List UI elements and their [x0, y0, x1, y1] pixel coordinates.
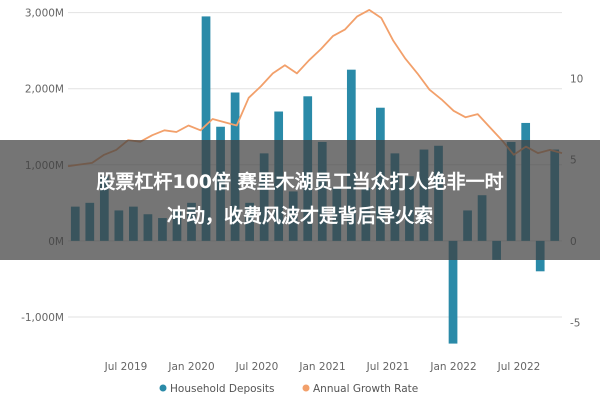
bar	[448, 240, 458, 344]
banner-line-2: 冲动，收费风波才是背后导火索	[167, 204, 433, 227]
banner-line-1: 股票杠杆100倍 赛里木湖员工当众打人绝非一时	[96, 170, 503, 193]
x-tick-label: Jul 2021	[366, 361, 410, 373]
right-tick-label: -5	[570, 317, 580, 329]
left-tick-label: 3,000M	[25, 8, 64, 20]
legend-label-growth: Annual Growth Rate	[313, 383, 418, 395]
banner-background	[0, 140, 600, 260]
legend: Household Deposits Annual Growth Rate	[159, 383, 418, 395]
x-tick-label: Jul 2022	[497, 361, 541, 373]
right-tick-label: 10	[570, 73, 583, 85]
headline-banner: 股票杠杆100倍 赛里木湖员工当众打人绝非一时 冲动，收费风波才是背后导火索	[0, 140, 600, 260]
x-tick-label: Jan 2020	[167, 361, 214, 373]
legend-marker-growth	[302, 384, 310, 392]
x-axis-ticks: Jul 2019 Jan 2020 Jul 2020 Jan 2021 Jul 2021…	[104, 361, 541, 373]
left-tick-label: 2,000M	[25, 84, 64, 96]
legend-marker-deposits	[159, 384, 167, 392]
x-tick-label: Jul 2020	[235, 361, 279, 373]
x-tick-label: Jan 2021	[298, 361, 345, 373]
growth-rate-line	[67, 8, 563, 168]
legend-label-deposits: Household Deposits	[170, 383, 275, 395]
bar	[201, 16, 211, 241]
left-tick-label: -1,000M	[21, 312, 64, 324]
x-tick-label: Jan 2022	[429, 361, 476, 373]
line-series	[67, 8, 563, 168]
x-tick-label: Jul 2019	[104, 361, 148, 373]
